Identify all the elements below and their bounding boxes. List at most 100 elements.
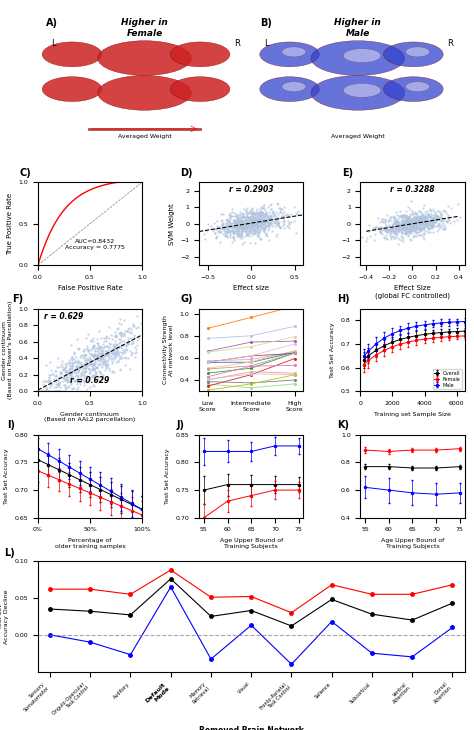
Point: [237, 215, 245, 226]
Point: [398, 223, 405, 234]
Point: [228, 221, 236, 233]
Point: [226, 225, 234, 237]
Point: [408, 225, 416, 237]
Point: [66, 371, 74, 383]
Point: [419, 223, 426, 234]
Point: [403, 224, 411, 236]
Point: [98, 358, 106, 369]
Point: [403, 220, 411, 232]
Point: [424, 218, 432, 230]
Point: [66, 362, 73, 374]
Point: [249, 214, 257, 226]
Point: [91, 364, 99, 375]
Point: [222, 220, 229, 232]
Point: [385, 226, 392, 237]
Point: [398, 227, 406, 239]
Text: B): B): [260, 18, 272, 28]
Point: [257, 217, 264, 228]
Point: [234, 218, 242, 229]
Point: [417, 220, 425, 231]
Point: [49, 368, 56, 380]
Point: [228, 218, 236, 229]
Point: [433, 206, 441, 218]
Point: [201, 233, 209, 245]
Point: [259, 200, 267, 212]
Point: [408, 216, 416, 228]
Point: [239, 216, 247, 228]
Point: [405, 214, 413, 226]
Point: [414, 222, 421, 234]
Point: [97, 340, 104, 352]
Point: [366, 230, 374, 242]
Point: [273, 219, 281, 231]
Point: [54, 377, 62, 389]
Point: [398, 220, 406, 231]
Point: [237, 215, 245, 226]
Point: [239, 207, 246, 219]
Point: [124, 337, 132, 349]
Point: [251, 226, 259, 237]
Point: [419, 218, 427, 230]
Point: [78, 364, 86, 376]
Point: [261, 209, 269, 220]
Point: [416, 215, 424, 227]
Point: [56, 385, 64, 396]
Point: [278, 210, 286, 221]
Point: [241, 210, 248, 221]
Point: [249, 220, 257, 231]
Point: [409, 223, 416, 234]
Point: [262, 214, 269, 226]
Point: [385, 219, 393, 231]
Point: [254, 223, 262, 235]
Point: [433, 216, 440, 228]
Point: [219, 228, 227, 240]
Point: [380, 223, 387, 234]
Point: [410, 214, 418, 226]
Point: [231, 226, 239, 237]
Point: [261, 219, 268, 231]
Point: [415, 224, 422, 236]
Point: [87, 347, 94, 359]
Point: [406, 225, 414, 237]
Point: [410, 222, 417, 234]
Point: [225, 226, 232, 237]
Point: [224, 225, 231, 237]
Point: [239, 218, 246, 229]
Point: [379, 216, 386, 228]
Point: [243, 228, 251, 239]
Point: [245, 214, 253, 226]
Point: [82, 331, 90, 343]
Point: [409, 223, 417, 234]
Point: [264, 212, 272, 223]
Point: [280, 211, 287, 223]
Point: [410, 213, 418, 225]
Point: [99, 353, 107, 364]
Point: [401, 227, 409, 239]
Point: [409, 219, 416, 231]
Point: [83, 357, 91, 369]
Point: [280, 219, 287, 231]
Point: [428, 212, 436, 223]
Point: [130, 331, 137, 342]
Point: [240, 218, 248, 229]
Point: [394, 225, 402, 237]
Point: [88, 358, 96, 370]
Point: [421, 211, 428, 223]
Point: [388, 221, 395, 233]
Point: [247, 217, 255, 228]
Ellipse shape: [98, 75, 191, 110]
Point: [251, 211, 258, 223]
Ellipse shape: [260, 42, 319, 66]
Point: [62, 374, 69, 385]
Point: [118, 327, 126, 339]
Point: [428, 216, 436, 228]
Point: [94, 351, 102, 363]
Point: [72, 360, 79, 372]
Point: [379, 222, 387, 234]
Point: [405, 219, 413, 231]
Point: [301, 209, 309, 220]
Point: [420, 227, 428, 239]
Point: [52, 366, 60, 377]
Point: [102, 361, 109, 373]
Point: [253, 211, 260, 223]
